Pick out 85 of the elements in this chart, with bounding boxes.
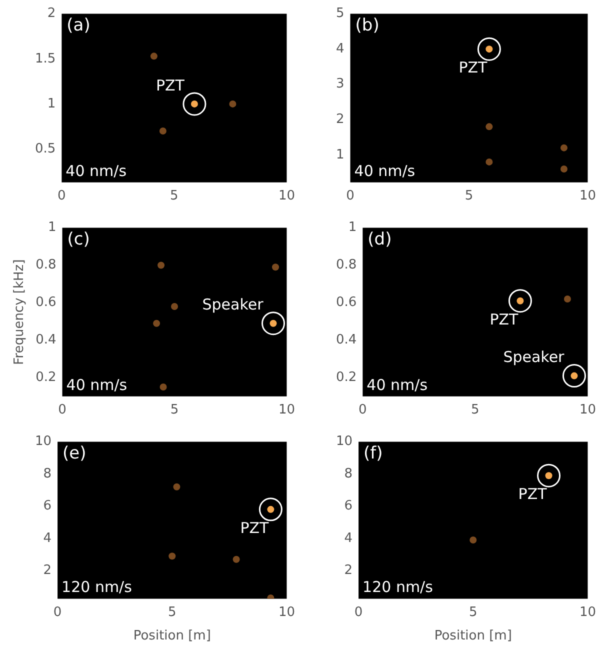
- point: [168, 552, 176, 560]
- point: [560, 165, 568, 172]
- y-tick-label: 0.4: [336, 332, 357, 348]
- point: [173, 483, 180, 490]
- annotation: 120 nm/s: [362, 578, 434, 596]
- annotation: (c): [67, 230, 90, 250]
- x-tick-label: 10: [278, 402, 295, 418]
- x-axis-title: Position [m]: [133, 628, 211, 644]
- y-tick-label: 1.5: [34, 51, 56, 66]
- x-tick-label: 0: [53, 604, 62, 620]
- annotation: 40 nm/s: [66, 162, 127, 180]
- y-tick-label: 0.5: [34, 141, 56, 156]
- y-tick-label: 0.6: [36, 295, 56, 310]
- x-tick-label: 5: [471, 402, 480, 418]
- x-tick-label: 10: [579, 604, 596, 620]
- annotation: (a): [66, 16, 90, 36]
- point: [486, 158, 493, 166]
- y-tick-label: 10: [336, 434, 353, 450]
- y-tick-label: 0.2: [336, 370, 357, 386]
- point: [564, 295, 571, 302]
- x-tick-label: 0: [58, 188, 66, 204]
- y-tick-label: 8: [344, 466, 353, 482]
- point: [158, 262, 165, 269]
- x-tick-label: 0: [358, 402, 367, 418]
- x-tick-label: 0: [354, 604, 363, 620]
- y-tick-label: 2: [47, 6, 56, 22]
- point: [159, 128, 166, 135]
- y-tick-label: 2: [336, 112, 344, 127]
- y-tick-label: 0.6: [336, 295, 357, 310]
- x-tick-label: 5: [170, 402, 179, 418]
- x-tick-label: 0: [346, 188, 354, 204]
- y-tick-label: 4: [344, 530, 353, 546]
- point: [153, 320, 160, 327]
- y-tick-label: 1: [47, 96, 56, 112]
- x-tick-label: 10: [579, 402, 596, 418]
- y-tick-label: 0.8: [36, 258, 56, 273]
- x-tick-label: 5: [468, 604, 478, 620]
- annotation: PZT: [490, 310, 520, 328]
- annotation: 40 nm/s: [354, 162, 416, 180]
- annotation: Speaker: [503, 348, 566, 366]
- annotation: Speaker: [202, 296, 264, 314]
- y-tick-label: 0.4: [36, 332, 56, 348]
- point: [160, 384, 167, 391]
- x-axis-title: Position [m]: [434, 628, 512, 644]
- point: [486, 123, 493, 130]
- point: [560, 144, 568, 152]
- point: [171, 302, 178, 310]
- y-tick-label: 1: [48, 220, 56, 236]
- x-tick-label: 5: [464, 188, 474, 204]
- x-tick-label: 5: [168, 604, 176, 620]
- y-tick-label: 1: [348, 220, 357, 236]
- annotation: (f): [364, 444, 383, 464]
- annotation: (b): [355, 16, 380, 36]
- y-tick-label: 2: [43, 562, 52, 578]
- annotation: 40 nm/s: [66, 376, 128, 394]
- x-tick-label: 10: [579, 188, 596, 204]
- annotation: PZT: [156, 76, 186, 94]
- y-tick-label: 5: [336, 6, 344, 22]
- annotation: (d): [368, 230, 392, 250]
- y-tick-label: 6: [344, 498, 353, 514]
- y-tick-label: 8: [43, 466, 52, 482]
- y-tick-label: 2: [344, 562, 353, 578]
- x-tick-label: 10: [278, 188, 295, 204]
- y-tick-label: 6: [43, 498, 52, 514]
- x-tick-label: 5: [170, 188, 178, 204]
- point: [232, 556, 240, 563]
- x-tick-label: 0: [58, 402, 66, 418]
- y-tick-label: 0.2: [36, 370, 56, 386]
- y-tick-label: 3: [336, 76, 344, 92]
- annotation: (e): [62, 444, 86, 464]
- y-tick-label: 4: [43, 530, 52, 546]
- x-tick-label: 10: [278, 604, 295, 620]
- point: [272, 264, 280, 271]
- annotation: PZT: [240, 518, 270, 537]
- y-tick-label: 4: [336, 41, 344, 56]
- annotation: 40 nm/s: [366, 376, 428, 394]
- annotation: PZT: [518, 485, 548, 504]
- point: [229, 100, 236, 108]
- y-axis-title: Frequency [kHz]: [12, 259, 28, 365]
- annotation: PZT: [458, 58, 488, 76]
- annotation: 120 nm/s: [62, 578, 132, 596]
- y-tick-label: 1: [336, 147, 344, 162]
- y-tick-label: 10: [34, 434, 52, 450]
- point: [150, 52, 158, 60]
- y-tick-label: 0.8: [336, 258, 357, 273]
